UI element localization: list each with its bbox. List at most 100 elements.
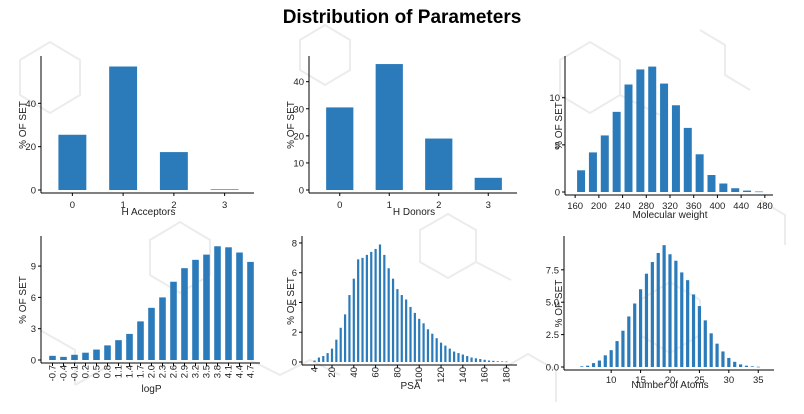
x-tick-label: 0.8: [103, 365, 114, 378]
x-tick-label: 200: [591, 201, 607, 212]
chart-psa: 0 2 4 6 8 4 20 40 60 80 100 120 140 160 180 PSA % OF SET: [286, 236, 517, 392]
bar: [425, 138, 453, 190]
chart-molecular-weight: 0 5 10 160 200 240 280 320 360 400 440 480 Molecular…: [549, 56, 773, 221]
y-tick-label: 0: [299, 186, 304, 197]
bar: [721, 351, 725, 367]
bar: [326, 353, 329, 362]
bar: [461, 354, 464, 362]
bar: [709, 333, 713, 367]
y-tick-label: 3: [31, 324, 36, 335]
bar: [192, 259, 199, 360]
x-tick-label: 15: [635, 375, 646, 386]
bar: [743, 190, 752, 192]
y-tick-label: 2.5: [546, 330, 559, 341]
x-tick-label: 240: [615, 201, 631, 212]
bar: [82, 352, 89, 360]
bar: [317, 357, 320, 362]
y-tick-label: 30: [293, 104, 304, 115]
bar: [660, 83, 669, 192]
x-tick-label: 440: [733, 201, 749, 212]
bar: [638, 289, 643, 367]
x-tick-label: 3: [222, 200, 227, 211]
bar: [115, 340, 122, 360]
bar: [339, 327, 342, 362]
x-tick-label: 20: [327, 367, 338, 378]
bar: [754, 191, 763, 193]
x-tick-label: 400: [709, 201, 725, 212]
x-tick-label: 4.1: [224, 365, 235, 378]
x-tick-label: 2: [171, 200, 176, 211]
bar: [391, 278, 395, 362]
x-tick-label: 20: [665, 375, 676, 386]
x-tick-label: 0.2: [81, 365, 92, 378]
bar: [396, 289, 399, 362]
bar: [387, 268, 390, 362]
bar: [71, 354, 78, 360]
bar: [662, 245, 666, 367]
bar: [453, 351, 456, 362]
bar: [580, 366, 584, 367]
bar: [470, 357, 473, 362]
bar: [435, 338, 438, 362]
bar: [612, 111, 621, 192]
x-tick-label: 3: [486, 200, 491, 211]
x-tick-label: 360: [686, 201, 702, 212]
bar: [60, 356, 67, 360]
bar: [707, 175, 716, 192]
bar: [326, 107, 354, 190]
x-tick-label: 25: [694, 375, 705, 386]
bar: [137, 321, 144, 360]
bar: [644, 273, 649, 367]
x-axis-label: Molecular weight: [632, 210, 707, 221]
bar: [104, 345, 111, 360]
y-tick-label: 6: [31, 293, 36, 304]
x-tick-label: 4: [310, 367, 321, 372]
x-tick-label: 4.7: [246, 365, 257, 378]
x-tick-label: 160: [480, 367, 491, 383]
bar: [109, 66, 138, 190]
bar: [352, 278, 355, 362]
x-tick-label: 120: [436, 367, 447, 383]
bar: [365, 254, 368, 362]
bar: [418, 318, 421, 362]
bar: [697, 306, 702, 367]
y-tick-label: 40: [25, 99, 36, 110]
x-tick-label: 0: [70, 200, 75, 211]
y-tick-label: 6: [292, 268, 297, 279]
bar: [624, 84, 633, 192]
bar: [501, 361, 504, 362]
bar: [413, 312, 416, 362]
bar: [597, 360, 602, 367]
x-axis-label: H Donors: [393, 207, 435, 218]
y-tick-label: 0: [31, 356, 36, 367]
bar: [210, 189, 239, 190]
bar: [738, 364, 743, 367]
x-tick-label: -0.4: [59, 365, 70, 381]
y-tick-label: 0: [31, 186, 36, 197]
y-tick-label: 10: [293, 158, 304, 169]
bar: [479, 359, 482, 362]
bar: [633, 303, 637, 367]
x-tick-label: 1.1: [114, 365, 125, 378]
x-tick-label: 0.5: [92, 365, 103, 378]
bar: [374, 248, 377, 362]
bar: [335, 339, 338, 362]
x-tick-label: 140: [458, 367, 469, 383]
x-tick-label: 2: [436, 200, 441, 211]
bar: [683, 127, 692, 192]
bar: [668, 254, 672, 367]
y-tick-label: 0: [292, 358, 297, 369]
bar: [330, 348, 334, 362]
bar: [609, 350, 613, 367]
bar: [636, 69, 645, 192]
bar: [148, 307, 155, 360]
bar: [466, 356, 469, 362]
bar: [627, 316, 631, 367]
x-tick-label: 1: [120, 200, 125, 211]
bar: [126, 333, 133, 360]
bar: [496, 361, 499, 362]
bar: [322, 356, 325, 362]
bar: [686, 280, 690, 367]
bar: [600, 135, 609, 192]
bar: [159, 152, 188, 190]
